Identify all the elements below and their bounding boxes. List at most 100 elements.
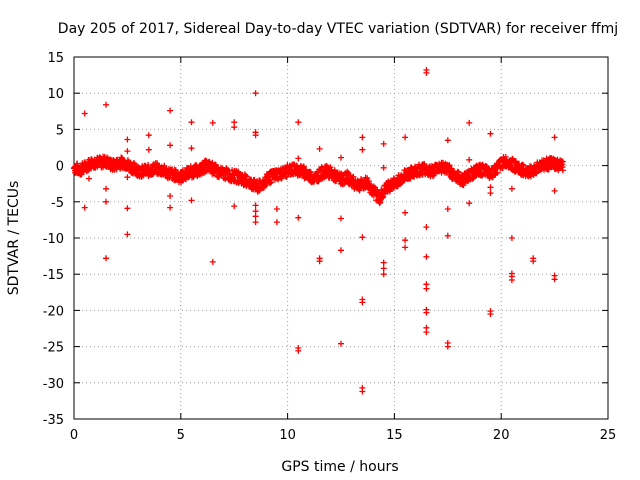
outlier-point bbox=[167, 193, 174, 199]
outlier-point bbox=[551, 134, 558, 141]
outlier-point bbox=[551, 276, 558, 283]
band-point bbox=[559, 164, 566, 171]
outlier-point bbox=[252, 202, 259, 209]
outlier-point bbox=[444, 206, 451, 212]
outlier-point bbox=[273, 206, 280, 212]
outlier-point bbox=[103, 198, 109, 205]
x-tick-label: 0 bbox=[70, 428, 78, 443]
band-point bbox=[559, 158, 566, 165]
outlier-point bbox=[145, 132, 152, 139]
band-point bbox=[520, 162, 527, 169]
band-point bbox=[307, 169, 314, 176]
band-point bbox=[74, 160, 81, 167]
outlier-point bbox=[530, 258, 537, 265]
band-point bbox=[131, 161, 138, 168]
grid-lines bbox=[74, 57, 608, 419]
outlier-point bbox=[508, 235, 515, 241]
outlier-point bbox=[103, 101, 109, 108]
band-point bbox=[190, 174, 197, 180]
outlier-point bbox=[359, 299, 366, 306]
chart-title: Day 205 of 2017, Sidereal Day-to-day VTE… bbox=[58, 21, 618, 37]
outlier-point bbox=[466, 119, 473, 126]
outlier-point bbox=[423, 285, 430, 292]
y-tick-label: 5 bbox=[56, 123, 64, 138]
outlier-point bbox=[252, 208, 259, 215]
outlier-point bbox=[188, 145, 195, 152]
y-tick-label: -5 bbox=[51, 196, 64, 211]
outlier-point bbox=[380, 164, 387, 171]
outlier-point bbox=[508, 185, 515, 192]
outlier-point bbox=[167, 142, 174, 149]
outlier-point bbox=[338, 215, 344, 222]
outlier-point bbox=[466, 156, 473, 163]
axes bbox=[73, 56, 609, 420]
outlier-point bbox=[103, 185, 109, 192]
outlier-point bbox=[209, 119, 216, 126]
y-axis-label: SDTVAR / TECUs bbox=[6, 181, 22, 296]
outlier-point bbox=[81, 204, 88, 211]
data-points bbox=[71, 67, 566, 395]
outlier-point bbox=[145, 146, 152, 153]
outlier-point bbox=[316, 258, 323, 265]
outlier-point bbox=[338, 154, 344, 161]
outlier-point bbox=[295, 214, 302, 221]
outlier-point bbox=[124, 174, 131, 181]
outlier-point bbox=[188, 119, 195, 126]
outlier-point bbox=[295, 155, 302, 162]
outlier-point bbox=[188, 197, 195, 204]
outlier-point bbox=[380, 271, 387, 278]
outlier-point bbox=[124, 136, 131, 143]
band-point bbox=[104, 154, 111, 161]
band-point bbox=[94, 163, 101, 170]
outlier-point bbox=[423, 253, 430, 260]
outlier-point bbox=[402, 209, 409, 216]
x-tick-label: 15 bbox=[386, 428, 403, 443]
outlier-point bbox=[423, 69, 430, 76]
outlier-point bbox=[295, 347, 302, 354]
outlier-point bbox=[466, 200, 473, 207]
band-point bbox=[494, 169, 501, 176]
outlier-point bbox=[252, 90, 259, 97]
outlier-point bbox=[402, 134, 409, 141]
y-tick-label: -35 bbox=[43, 413, 64, 428]
outlier-point bbox=[124, 205, 131, 212]
band-point bbox=[118, 154, 125, 161]
outlier-point bbox=[402, 237, 409, 244]
y-tick-label: -30 bbox=[43, 377, 64, 392]
outlier-point bbox=[359, 388, 366, 395]
plot-frame bbox=[73, 56, 609, 420]
outlier-point bbox=[81, 110, 88, 117]
x-tick-label: 25 bbox=[600, 428, 617, 443]
band-point bbox=[512, 158, 519, 165]
x-tick-label: 5 bbox=[177, 428, 185, 443]
band-point bbox=[365, 178, 372, 185]
band-point bbox=[344, 169, 351, 176]
x-tick-label: 10 bbox=[279, 428, 296, 443]
outlier-point bbox=[402, 244, 409, 251]
outlier-point bbox=[231, 124, 238, 131]
band-point bbox=[78, 171, 85, 178]
band-point bbox=[350, 173, 357, 180]
outlier-point bbox=[295, 119, 302, 126]
outlier-point bbox=[380, 140, 387, 147]
band-point bbox=[283, 173, 290, 180]
y-tick-label: -10 bbox=[43, 232, 64, 247]
outlier-point bbox=[444, 343, 451, 350]
outlier-point bbox=[423, 329, 430, 336]
outlier-point bbox=[508, 277, 515, 283]
band-point bbox=[242, 172, 249, 179]
outlier-point bbox=[423, 224, 430, 231]
outlier-point bbox=[487, 184, 494, 191]
outlier-point bbox=[359, 146, 366, 153]
outlier-point bbox=[124, 231, 131, 238]
outlier-point bbox=[487, 130, 494, 137]
band-point bbox=[216, 174, 222, 181]
outlier-point bbox=[551, 187, 558, 194]
y-tick-label: -15 bbox=[43, 268, 64, 283]
outlier-point bbox=[209, 258, 216, 265]
outlier-point bbox=[444, 137, 451, 144]
outlier-point bbox=[380, 259, 387, 266]
tick-labels: 0 5 10 15 20 25 15 10 5 0 -5 -10 -15 -20 -25 -30 -35 bbox=[43, 51, 617, 443]
y-tick-label: 10 bbox=[47, 87, 64, 102]
